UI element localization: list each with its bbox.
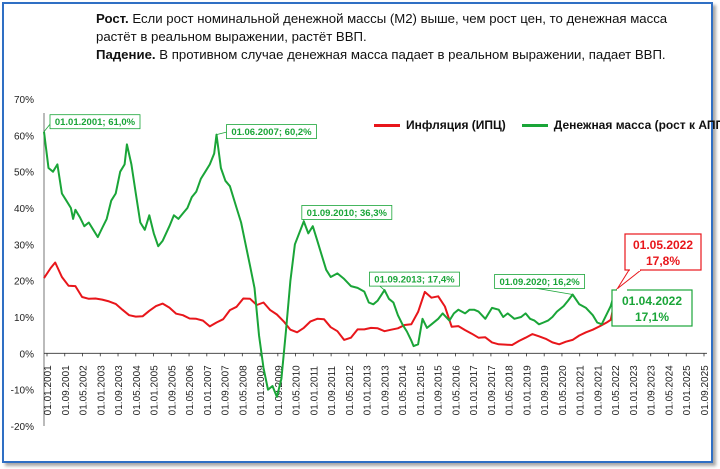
x-tick-label: 01.01.2017: [469, 365, 480, 415]
y-axis: -20% -10% 0% 10% 20% 30% 40% 50% 60% 70%: [11, 95, 45, 433]
callout-date: 01.04.2022: [622, 294, 682, 308]
x-tick-label: 01.01.2021: [576, 365, 587, 415]
annotation-label: 01.09.2013; 17,4%: [374, 275, 455, 286]
x-tick-label: 01.05.2004: [132, 365, 143, 415]
x-tick-label: 01.09.2025: [700, 365, 711, 415]
x-tick-label: 01.05.2022: [611, 365, 622, 415]
x-tick-label: 01.05.2016: [451, 365, 462, 415]
x-tick-label: 01.09.2013: [380, 365, 391, 415]
x-tick-label: 01.05.2014: [398, 365, 409, 415]
legend-swatch-money: [521, 123, 548, 127]
y-tick-label: -20%: [11, 422, 34, 433]
caption-fall-text: В противном случае денежная масса падает…: [155, 47, 666, 62]
x-tick-label: 01.09.2011: [327, 366, 338, 416]
y-tick-label: 50%: [14, 168, 34, 179]
y-tick-label: 40%: [14, 204, 34, 215]
x-tick-label: 01.01.2007: [203, 365, 214, 415]
x-tick-label: 01.05.2008: [238, 365, 249, 415]
y-tick-label: 0%: [20, 349, 35, 360]
x-tick-label: 01.01.2019: [522, 365, 533, 415]
x-tick-label: 01.01.2011: [309, 366, 320, 416]
annotation-box: [226, 124, 317, 140]
x-tick-label: 01.01.2005: [150, 365, 161, 415]
x-tick-label: 01.05.2020: [558, 365, 569, 415]
annotation-label: 01.06.2007; 60,2%: [231, 127, 312, 138]
x-axis: 01.01.2001 01.09.2001 01.05.2002 01.01.2003…: [43, 352, 711, 416]
x-tick-label: 01.05.2024: [664, 365, 675, 415]
x-tick-label: 01.09.2019: [540, 365, 551, 415]
y-tick-label: -10%: [11, 386, 34, 397]
callout-pointer: [616, 269, 643, 290]
x-tick-label: 01.09.2001: [61, 365, 72, 415]
series-line-money: [43, 131, 617, 398]
caption-rise-label: Рост.: [96, 11, 129, 26]
callout-box: [611, 289, 693, 327]
callout-value: 17,8%: [646, 254, 680, 268]
x-tick-label: 01.09.2007: [221, 365, 232, 415]
annotation-label: 01.09.2010; 36,3%: [307, 208, 388, 219]
legend-label-money: Денежная масса (рост к АППГ): [553, 118, 720, 132]
x-tick-label: 01.01.2001: [43, 365, 54, 415]
y-tick-label: 70%: [14, 95, 34, 106]
x-tick-label: 01.09.2021: [593, 365, 604, 415]
x-tick-label: 01.05.2010: [292, 365, 303, 415]
y-tick-label: 20%: [14, 277, 34, 288]
annotation-label: 01.09.2020; 16,2%: [499, 277, 580, 288]
annotation-box: [301, 205, 393, 220]
chart-frame: [2, 2, 713, 463]
x-tick-label: 01.05.2012: [345, 365, 356, 415]
x-tick-label: 01.01.2015: [416, 365, 427, 415]
chart-legend: Инфляция (ИПЦ) Денежная масса (рост к АП…: [374, 118, 720, 132]
x-tick-label: 01.01.2013: [363, 365, 374, 415]
y-tick-label: 30%: [14, 240, 34, 251]
x-tick-label: 01.09.2023: [647, 365, 658, 415]
x-tick-label: 01.05.2018: [505, 365, 516, 415]
x-tick-label: 01.01.2003: [96, 365, 107, 415]
y-tick-label: 60%: [14, 131, 34, 142]
x-tick-label: 01.05.2006: [185, 365, 196, 415]
x-tick-label: 01.05.2002: [79, 365, 90, 415]
x-tick-label: 01.01.2023: [629, 365, 640, 415]
caption-rise-text: Если рост номинальной денежной массы (М2…: [96, 11, 668, 44]
legend-label-inflation: Инфляция (ИПЦ): [406, 118, 506, 132]
annotation-layer: 01.01.2001; 61,0% 01.06.2007; 60,2% 01.09.…: [43, 114, 702, 327]
annotation-box: [494, 274, 586, 289]
series-layer: [43, 131, 619, 398]
caption-fall-label: Падение.: [96, 47, 156, 62]
x-tick-label: 01.01.2009: [256, 365, 267, 415]
y-tick-label: 10%: [14, 313, 34, 324]
callout-value: 17,1%: [635, 310, 669, 324]
x-tick-label: 01.09.2005: [167, 365, 178, 415]
x-tick-label: 01.09.2017: [487, 365, 498, 415]
chart-caption: Рост. Если рост номинальной денежной мас…: [96, 10, 696, 64]
x-tick-label: 01.09.2015: [434, 365, 445, 415]
annotation-box: [49, 114, 141, 130]
callout-box: [624, 233, 702, 271]
x-tick-label: 01.01.2025: [682, 365, 693, 415]
annotation-box: [369, 271, 460, 287]
x-tick-label: 01.09.2003: [114, 365, 125, 415]
callout-date: 01.05.2022: [633, 238, 693, 252]
series-line-inflation: [43, 261, 619, 346]
legend-swatch-inflation: [374, 123, 400, 127]
annotation-label: 01.01.2001; 61,0%: [55, 117, 136, 128]
